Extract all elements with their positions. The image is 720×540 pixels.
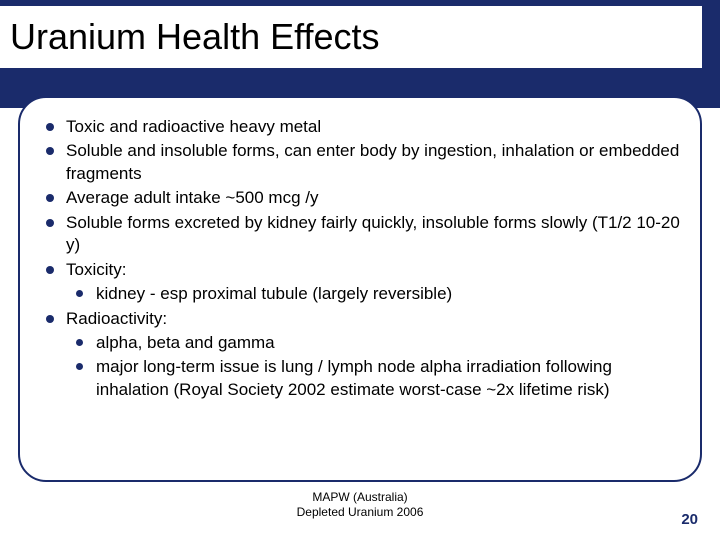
sub-bullet-item: alpha, beta and gamma (66, 332, 680, 354)
footer-line-1: MAPW (Australia) (297, 490, 424, 505)
bullet-text: Soluble forms excreted by kidney fairly … (66, 213, 680, 254)
bullet-text: Radioactivity: (66, 309, 167, 328)
footer-line-2: Depleted Uranium 2006 (297, 505, 424, 520)
sub-bullet-text: kidney - esp proximal tubule (largely re… (96, 284, 452, 303)
bullet-item: Toxicity: kidney - esp proximal tubule (… (40, 259, 680, 306)
bullet-list: Toxic and radioactive heavy metal Solubl… (40, 116, 680, 401)
bullet-item: Toxic and radioactive heavy metal (40, 116, 680, 138)
footer: MAPW (Australia) Depleted Uranium 2006 2… (0, 490, 720, 530)
bullet-text: Average adult intake ~500 mcg /y (66, 188, 319, 207)
bullet-text: Toxicity: (66, 260, 126, 279)
page-number: 20 (681, 511, 698, 528)
bullet-item: Radioactivity: alpha, beta and gamma maj… (40, 308, 680, 402)
bullet-item: Soluble forms excreted by kidney fairly … (40, 212, 680, 257)
sub-bullet-text: alpha, beta and gamma (96, 333, 275, 352)
slide-title: Uranium Health Effects (10, 16, 380, 58)
sub-bullet-list: kidney - esp proximal tubule (largely re… (66, 283, 680, 305)
bullet-item: Soluble and insoluble forms, can enter b… (40, 140, 680, 185)
bullet-text: Soluble and insoluble forms, can enter b… (66, 141, 679, 182)
bullet-text: Toxic and radioactive heavy metal (66, 117, 321, 136)
content-box: Toxic and radioactive heavy metal Solubl… (18, 96, 702, 482)
sub-bullet-text: major long-term issue is lung / lymph no… (96, 357, 612, 398)
sub-bullet-item: major long-term issue is lung / lymph no… (66, 356, 680, 401)
sub-bullet-list: alpha, beta and gamma major long-term is… (66, 332, 680, 401)
bullet-item: Average adult intake ~500 mcg /y (40, 187, 680, 209)
title-container: Uranium Health Effects (0, 6, 702, 72)
footer-center: MAPW (Australia) Depleted Uranium 2006 (297, 490, 424, 520)
sub-bullet-item: kidney - esp proximal tubule (largely re… (66, 283, 680, 305)
